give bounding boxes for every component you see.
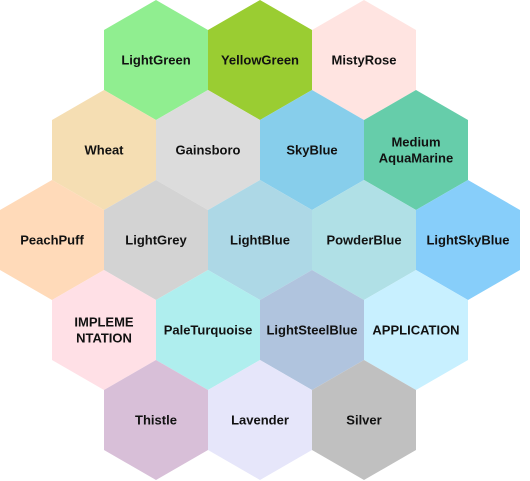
hexagon-label: PeachPuff	[20, 233, 84, 248]
hex-cell-lightsteelblue: LightSteelBlue	[260, 270, 364, 390]
hex-cell-lightskyblue: LightSkyBlue	[416, 180, 520, 300]
hex-cell-mistyrose: MistyRose	[312, 0, 416, 120]
hexagon-label: SkyBlue	[286, 143, 337, 158]
hex-cell-implementation: IMPLEME NTATION	[52, 270, 156, 390]
hexagon-label: YellowGreen	[221, 53, 299, 68]
hex-cell-lightgrey: LightGrey	[104, 180, 208, 300]
hex-cell-lightgreen: LightGreen	[104, 0, 208, 120]
hexagon-label-line: IMPLEME	[74, 315, 134, 330]
hexagon-shape	[208, 0, 312, 120]
hexagon-label-line: LightBlue	[230, 233, 290, 248]
hexagon-shape	[260, 90, 364, 210]
hexagon-shape	[104, 180, 208, 300]
hexagon-label-line: Lavender	[231, 413, 289, 428]
hex-cell-powderblue: PowderBlue	[312, 180, 416, 300]
hexagon-label: Thistle	[135, 413, 177, 428]
hexagon-shape	[0, 180, 104, 300]
hexagon-shape	[312, 0, 416, 120]
hexagon-label-line: LightGreen	[121, 53, 190, 68]
hexagon-shape	[208, 180, 312, 300]
hexagon-label: Gainsboro	[175, 143, 240, 158]
hexagon-shape	[104, 0, 208, 120]
hexagon-shape	[260, 270, 364, 390]
hexagon-shape	[156, 90, 260, 210]
hexagon-label: MistyRose	[331, 53, 396, 68]
hex-cell-yellowgreen: YellowGreen	[208, 0, 312, 120]
hexagon-label-line: PowderBlue	[326, 233, 401, 248]
hex-cell-paleturquoise: PaleTurquoise	[156, 270, 260, 390]
hexagon-label-line: Thistle	[135, 413, 177, 428]
hexagon-label-line: MistyRose	[331, 53, 396, 68]
hexagon-label: IMPLEME NTATION	[74, 315, 134, 346]
hexagon-shape	[156, 270, 260, 390]
hex-cell-peachpuff: PeachPuff	[0, 180, 104, 300]
hexagon-label: LightSkyBlue	[426, 233, 509, 248]
hexagon-label: Medium AquaMarine	[379, 135, 453, 166]
hexagon-label: LightSteelBlue	[266, 323, 357, 338]
hexagon-label-line: Medium	[391, 135, 440, 150]
hexagon-label: PowderBlue	[326, 233, 401, 248]
hexagon-label-line: PeachPuff	[20, 233, 84, 248]
hex-cell-wheat: Wheat	[52, 90, 156, 210]
hex-cell-lightblue: LightBlue	[208, 180, 312, 300]
hexagon-label-line: LightSteelBlue	[266, 323, 357, 338]
hex-cell-lavender: Lavender	[208, 360, 312, 480]
hexagon-shape	[208, 360, 312, 480]
hexagon-label-line: AquaMarine	[379, 151, 453, 166]
hexagon-label: LightGreen	[121, 53, 190, 68]
hexagon-shape	[52, 90, 156, 210]
hexagon-label: LightGrey	[125, 233, 187, 248]
hexagon-shape	[104, 360, 208, 480]
hexagon-label-line: Wheat	[85, 143, 125, 158]
hexagon-label-line: YellowGreen	[221, 53, 299, 68]
hexagon-label: PaleTurquoise	[164, 323, 253, 338]
hexagon-shape	[364, 90, 468, 210]
hexagon-label-line: PaleTurquoise	[164, 323, 253, 338]
hex-cell-thistle: Thistle	[104, 360, 208, 480]
hexagon-label-line: LightGrey	[125, 233, 187, 248]
hexagon-shape	[312, 180, 416, 300]
hexagon-shape	[52, 270, 156, 390]
hex-cell-silver: Silver	[312, 360, 416, 480]
hexagon-label-line: SkyBlue	[286, 143, 337, 158]
hexagon-label: Silver	[346, 413, 381, 428]
hex-cell-mediumaquamarine: Medium AquaMarine	[364, 90, 468, 210]
hexagon-label-line: Gainsboro	[175, 143, 240, 158]
hexagon-label-line: Silver	[346, 413, 381, 428]
hexagon-shape	[312, 360, 416, 480]
hexagon-shape	[364, 270, 468, 390]
hexagon-label: Lavender	[231, 413, 289, 428]
hexagon-shape	[416, 180, 520, 300]
hex-cell-gainsboro: Gainsboro	[156, 90, 260, 210]
hexagon-label: Wheat	[85, 143, 125, 158]
hexagon-label-line: LightSkyBlue	[426, 233, 509, 248]
hexagon-label: APPLICATION	[372, 323, 459, 338]
hexagon-label-line: NTATION	[76, 331, 132, 346]
hexagon-label-line: APPLICATION	[372, 323, 459, 338]
hexagon-label: LightBlue	[230, 233, 290, 248]
hex-cell-skyblue: SkyBlue	[260, 90, 364, 210]
hex-cell-application: APPLICATION	[364, 270, 468, 390]
